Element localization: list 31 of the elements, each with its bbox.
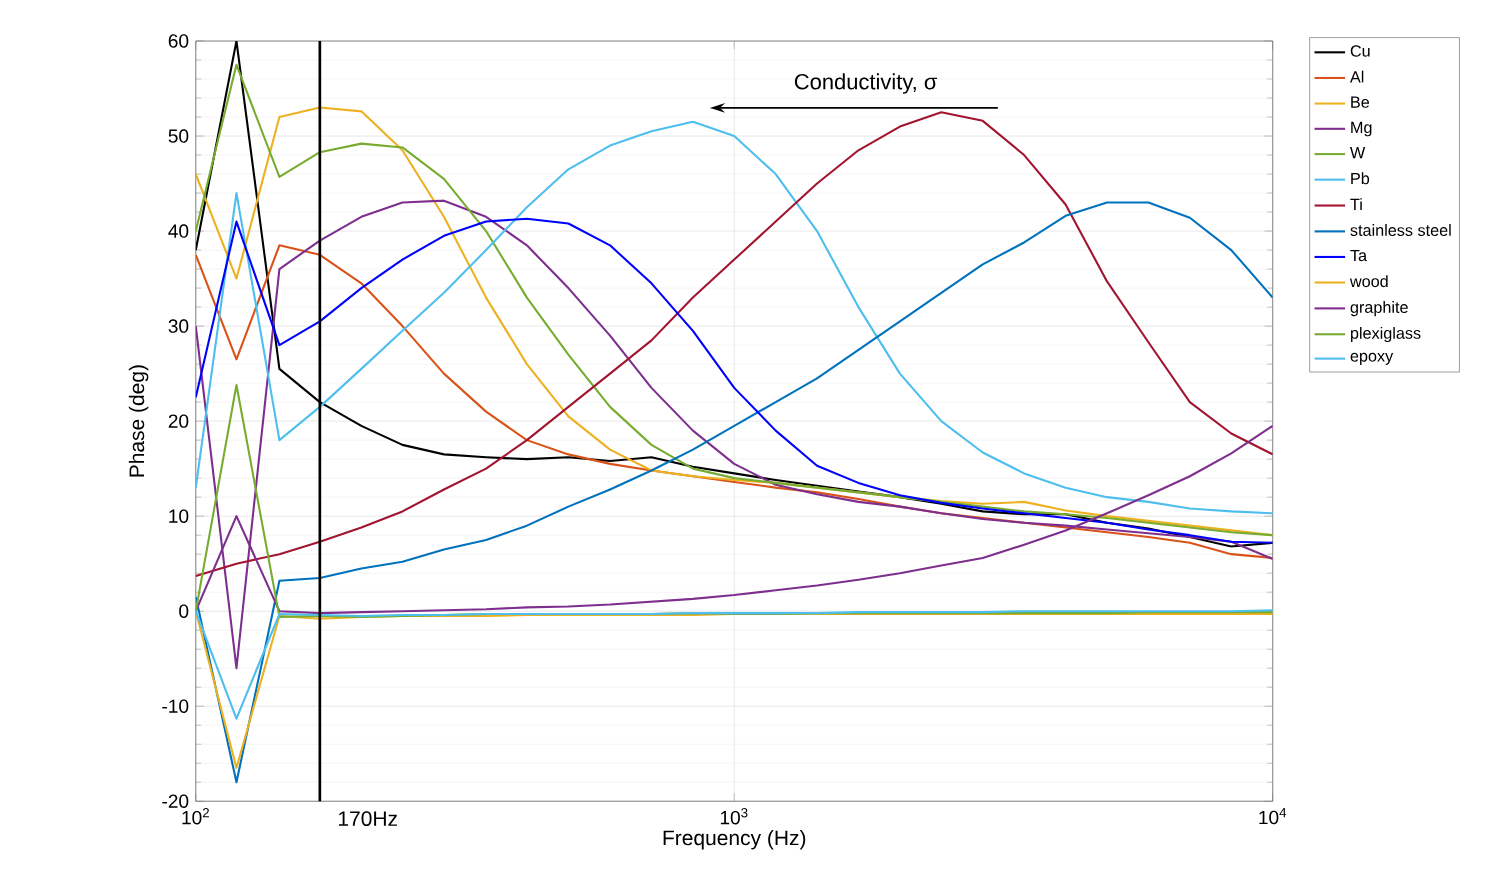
legend-label: graphite xyxy=(1350,301,1408,317)
ref-line-label: 170Hz xyxy=(338,811,398,827)
legend-label: Be xyxy=(1351,96,1370,109)
x-tick-label: 10$^{2}$ xyxy=(182,808,209,825)
y-tick-label: 40 xyxy=(168,224,189,238)
y-tick-label: 10 xyxy=(169,509,189,524)
y-tick-label: -20 xyxy=(162,794,189,809)
legend-label: Ta xyxy=(1350,250,1368,262)
legend-label: Ti xyxy=(1350,198,1362,211)
line-series xyxy=(195,199,1273,670)
y-tick-label: 60 xyxy=(168,34,189,48)
legend-label: Mg xyxy=(1351,121,1372,137)
x-axis-title: Frequency (Hz) xyxy=(663,830,806,850)
y-tick-label: 30 xyxy=(168,319,189,334)
legend-label: stainless steel xyxy=(1350,224,1451,237)
y-tick-label: -10 xyxy=(162,699,189,714)
legend-label: Cu xyxy=(1350,45,1370,57)
legend-label: Pb xyxy=(1351,172,1370,185)
legend-label: Al xyxy=(1349,70,1364,83)
y-tick-label: 0 xyxy=(179,604,189,619)
y-tick-label: 20 xyxy=(168,414,189,429)
y-axis-title: Phase (deg) xyxy=(128,365,149,477)
x-tick-label: 10$^{4}$ xyxy=(1259,808,1287,825)
legend-label: plexiglass xyxy=(1350,327,1421,343)
y-tick-label: 50 xyxy=(168,129,189,143)
annotation: Conductivity, σ xyxy=(794,73,938,94)
legend-label: epoxy xyxy=(1350,352,1394,366)
x-tick-label: 10$^{3}$ xyxy=(720,808,748,825)
legend-label: wood xyxy=(1349,275,1388,288)
legend-label: W xyxy=(1350,147,1366,159)
line-series xyxy=(195,201,1273,784)
